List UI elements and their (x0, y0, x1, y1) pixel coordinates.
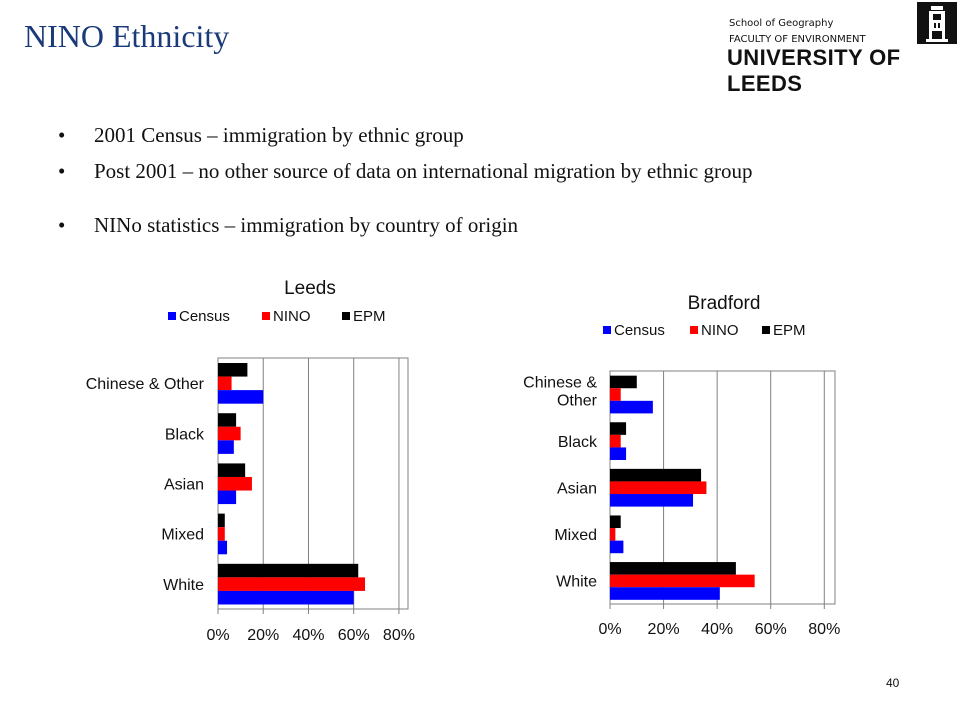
category-label: Chinese & Other (86, 376, 205, 393)
bar (218, 376, 232, 391)
category-label: Mixed (554, 527, 597, 544)
legend-swatch (262, 312, 270, 320)
bullet-dot: • (58, 123, 66, 147)
legend-label: Census (614, 322, 665, 339)
chart-title: Leeds (284, 278, 336, 299)
bar (218, 413, 237, 427)
category-label: Black (165, 426, 205, 443)
legend-swatch (168, 312, 176, 320)
bar (218, 490, 237, 505)
bar (610, 400, 653, 414)
legend-swatch (603, 326, 611, 334)
category-label: White (556, 574, 597, 591)
bullet-dot: • (58, 159, 66, 183)
legend-swatch (762, 326, 770, 334)
tick-label: 60% (338, 627, 370, 644)
bar (610, 422, 627, 435)
legend-label: EPM (353, 308, 386, 325)
university-tower-icon (917, 2, 957, 44)
bar (218, 463, 246, 477)
page-number: 40 (886, 676, 900, 690)
bar (610, 481, 707, 495)
category-label: Mixed (161, 527, 204, 544)
category-label: White (163, 577, 204, 594)
bar (610, 494, 694, 507)
bar (610, 574, 755, 588)
bar (218, 390, 264, 404)
legend-label: NINO (701, 322, 739, 339)
category-label: Asian (164, 477, 204, 494)
legend-label: EPM (773, 322, 806, 339)
bar (218, 440, 234, 454)
bar (610, 375, 637, 389)
slide-title: NINO Ethnicity (24, 18, 230, 54)
tick-label: 80% (383, 627, 415, 644)
chart-title: Bradford (688, 293, 761, 314)
bar (218, 426, 241, 441)
tick-label: 40% (701, 621, 733, 638)
bullet-text: Post 2001 – no other source of data on i… (94, 159, 753, 183)
bullet-item: • 2001 Census – immigration by ethnic gro… (58, 120, 752, 156)
logo-school-text: School of Geography (729, 18, 834, 29)
bar (218, 563, 359, 578)
bullet-text: NINo statistics – immigration by country… (94, 213, 519, 237)
category-label: Asian (557, 481, 597, 498)
bar (610, 388, 621, 401)
tick-label: 20% (648, 621, 680, 638)
bar (218, 513, 225, 528)
bar (218, 590, 354, 605)
bar (610, 447, 627, 461)
legend-label: Census (179, 308, 230, 325)
legend-swatch (342, 312, 350, 320)
bar (610, 434, 621, 448)
tick-label: 0% (206, 627, 229, 644)
bar (610, 587, 720, 600)
bar (610, 562, 736, 575)
bullet-item: • Post 2001 – no other source of data on … (58, 156, 752, 192)
bar (218, 476, 252, 491)
tick-label: 80% (808, 621, 840, 638)
category-label: Black (558, 434, 598, 451)
legend-label: NINO (273, 308, 311, 325)
tick-label: 0% (598, 621, 621, 638)
logo-faculty-text: FACULTY OF ENVIRONMENT (729, 34, 866, 45)
logo-university-text: UNIVERSITY OF LEEDS (727, 45, 901, 96)
bullet-item: • NINo statistics – immigration by countr… (58, 210, 752, 246)
bar (218, 540, 228, 555)
bar (610, 515, 621, 529)
bar (610, 540, 624, 554)
category-label: Chinese & (523, 374, 597, 391)
tick-label: 20% (247, 627, 279, 644)
bullet-text: 2001 Census – immigration by ethnic grou… (94, 123, 464, 147)
bar (218, 363, 248, 377)
bar (610, 468, 702, 482)
bullet-dot: • (58, 213, 66, 237)
bar (610, 528, 616, 541)
bullet-list: • 2001 Census – immigration by ethnic gro… (58, 120, 752, 246)
bar (218, 577, 366, 591)
tick-label: 40% (292, 627, 324, 644)
category-label: Other (557, 392, 598, 409)
bar (218, 527, 225, 541)
tick-label: 60% (755, 621, 787, 638)
legend-swatch (690, 326, 698, 334)
